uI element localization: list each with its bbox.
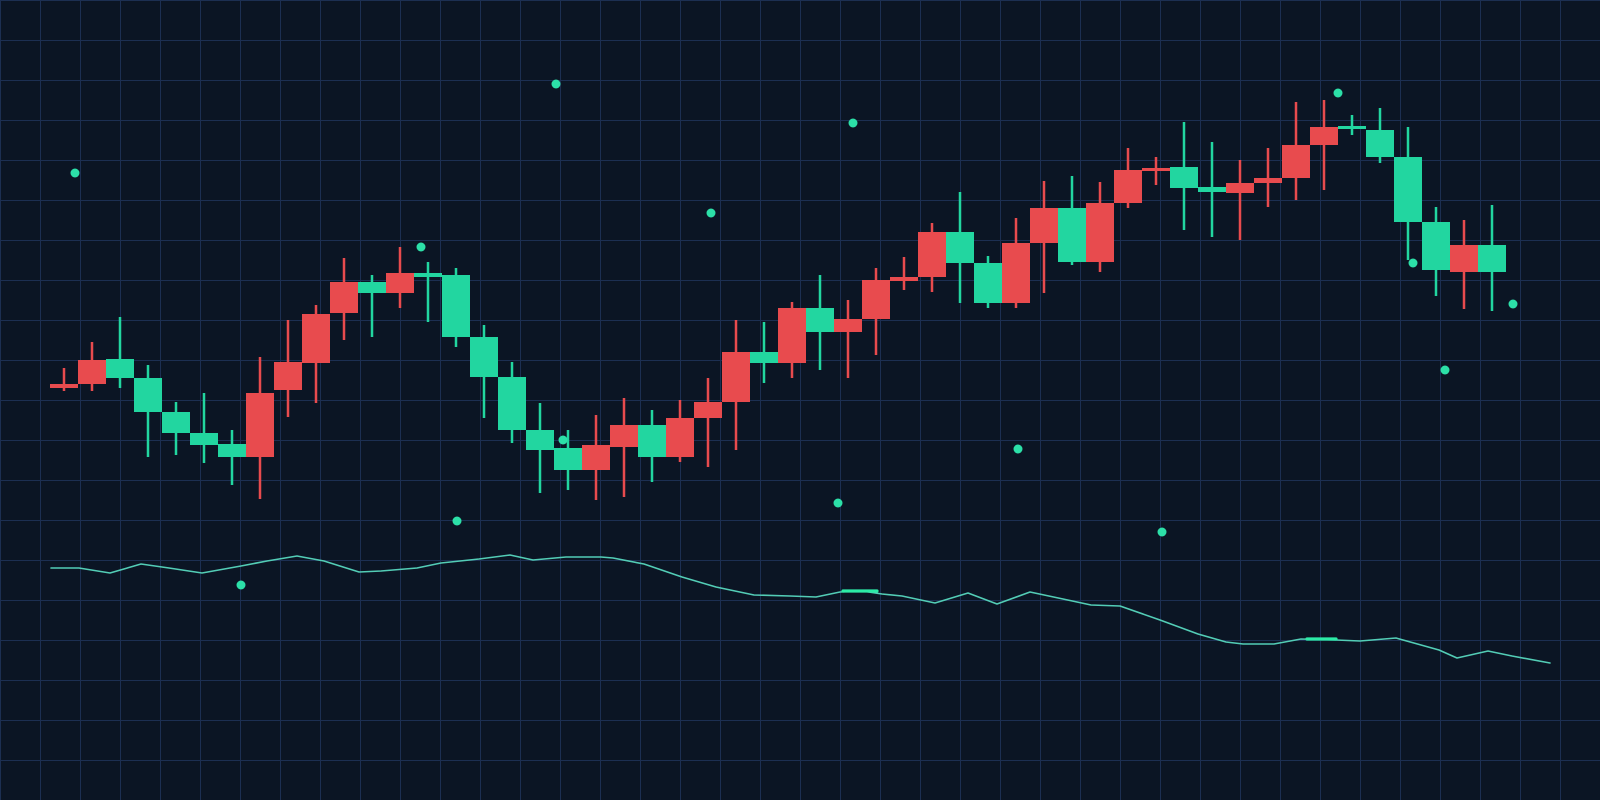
candle-bodies-layer [50,126,1506,470]
scatter-dots [70,79,1518,590]
ma-line [50,554,1551,664]
